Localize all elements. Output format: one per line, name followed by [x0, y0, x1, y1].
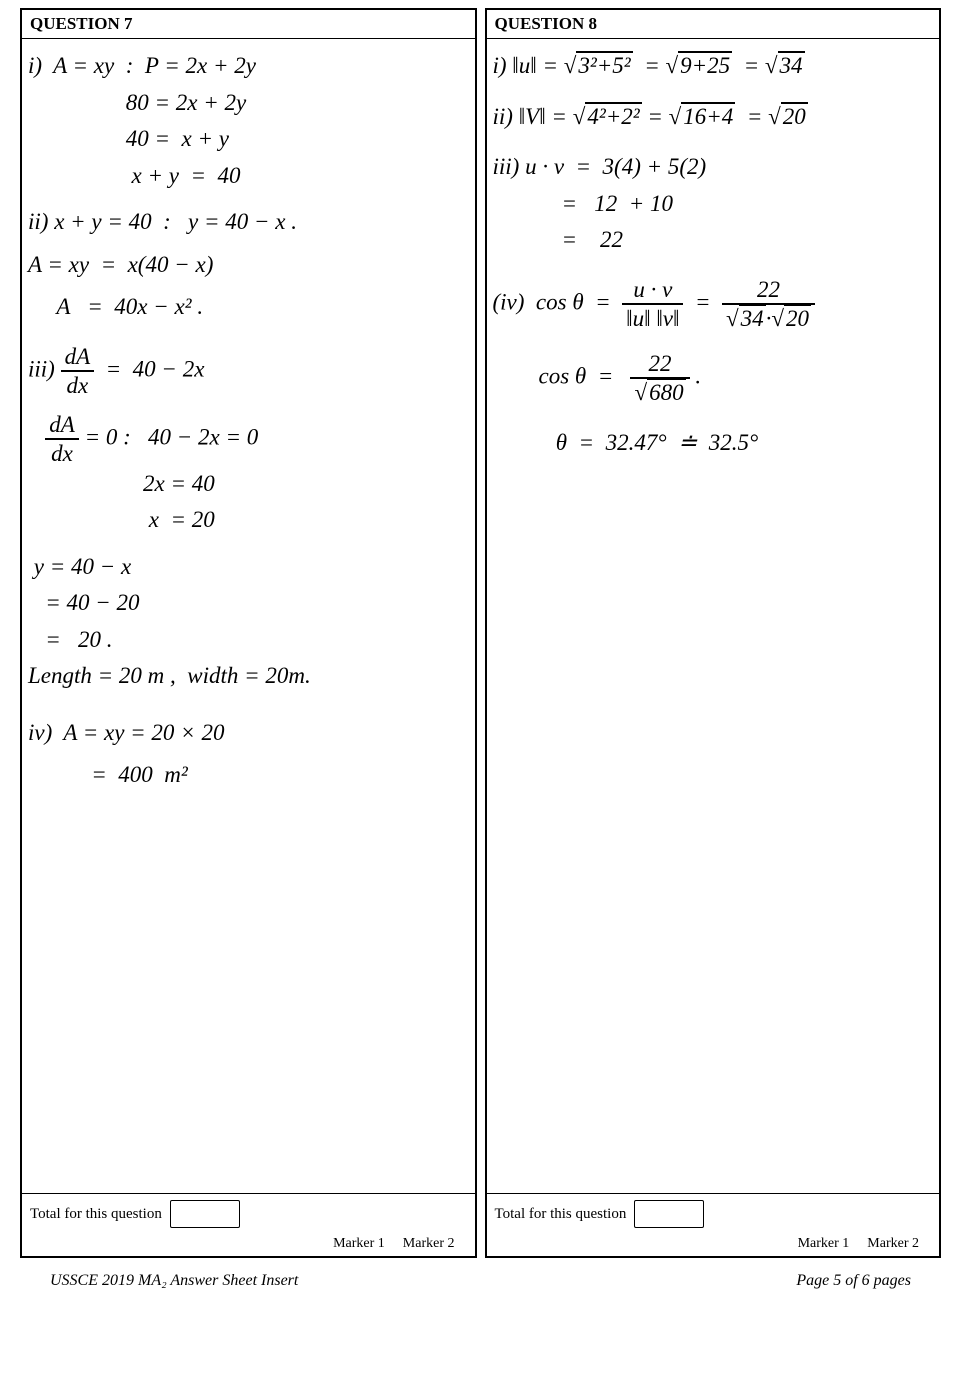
q8-text: ii) ‖V‖ =	[493, 104, 573, 129]
q7-line: A = xy = x(40 − x)	[28, 248, 469, 283]
q7-footer: Total for this question Marker 1 Marker …	[22, 1193, 475, 1256]
page-footer: USSCE 2019 MA₂ Answer Sheet Insert Page …	[20, 1258, 941, 1290]
q7-line: = 20 .	[28, 623, 469, 658]
q8-footer: Total for this question Marker 1 Marker …	[487, 1193, 940, 1256]
q7-line: ii) x + y = 40 : y = 40 − x .	[28, 205, 469, 240]
q7-line: 40 = x + y	[28, 122, 469, 157]
marker1-label: Marker 1	[333, 1236, 385, 1252]
marker-row: Marker 1 Marker 2	[30, 1236, 467, 1252]
q8-text: =	[642, 104, 669, 129]
q7-header: QUESTION 7	[22, 10, 475, 39]
marker-row: Marker 1 Marker 2	[495, 1236, 932, 1252]
q8-line: (iv) cos θ = u · v‖u‖ ‖v‖ = 22√34·√20	[493, 278, 934, 330]
column-q7: QUESTION 7 i) A = xy : P = 2x + 2y 80 = …	[20, 8, 477, 1258]
footer-right: Page 5 of 6 pages	[796, 1272, 911, 1290]
q8-text: =	[683, 289, 722, 314]
q8-line: ii) ‖V‖ = √4²+2² = √16+4 = √20	[493, 100, 934, 135]
frac-den: dx	[61, 372, 95, 397]
q8-line: = 22	[493, 223, 934, 258]
total-row: Total for this question	[30, 1200, 467, 1228]
frac-den: √680	[630, 379, 689, 404]
q7-line: 80 = 2x + 2y	[28, 86, 469, 121]
q7-line: = 40 − 20	[28, 586, 469, 621]
column-q8: QUESTION 8 i) ‖u‖ = √3²+5² = √9+25 = √34…	[485, 8, 942, 1258]
marker2-label: Marker 2	[403, 1236, 455, 1252]
q7-text: = 40 − 2x	[94, 356, 204, 381]
q8-text: =	[633, 53, 666, 78]
q8-text: =	[735, 104, 768, 129]
q8-text: cos θ =	[493, 363, 631, 388]
q7-line: y = 40 − x	[28, 550, 469, 585]
q8-line: = 12 + 10	[493, 187, 934, 222]
score-box[interactable]	[170, 1200, 240, 1228]
total-label: Total for this question	[495, 1206, 627, 1223]
frac-den: √34·√20	[722, 305, 815, 330]
q8-line: i) ‖u‖ = √3²+5² = √9+25 = √34	[493, 49, 934, 84]
page: QUESTION 7 i) A = xy : P = 2x + 2y 80 = …	[0, 0, 961, 1310]
q7-line: Length = 20 m , width = 20m.	[28, 659, 469, 694]
q8-text: =	[732, 53, 765, 78]
sqrt-arg: 3²+5²	[576, 51, 632, 78]
sqrt-arg: 680	[647, 378, 686, 405]
frac-num: dA	[61, 345, 95, 372]
frac-den: dx	[45, 440, 79, 465]
sqrt-arg: 4²+2²	[585, 102, 641, 129]
q7-line: dAdx = 0 : 40 − 2x = 0	[28, 413, 469, 465]
sqrt-arg: 20	[781, 102, 808, 129]
frac-num: 22	[630, 352, 689, 379]
q7-line: x + y = 40	[28, 159, 469, 194]
sqrt-arg: 34	[778, 51, 805, 78]
columns-container: QUESTION 7 i) A = xy : P = 2x + 2y 80 = …	[20, 8, 941, 1258]
marker2-label: Marker 2	[867, 1236, 919, 1252]
frac-num: u · v	[622, 278, 683, 305]
q7-line: iii) dAdx = 40 − 2x	[28, 345, 469, 397]
q7-line: 2x = 40	[28, 467, 469, 502]
sqrt-arg: 9+25	[678, 51, 732, 78]
q8-header: QUESTION 8	[487, 10, 940, 39]
sqrt-arg: 34	[739, 304, 766, 331]
frac-den: ‖u‖ ‖v‖	[622, 305, 683, 330]
q8-line: iii) u · v = 3(4) + 5(2)	[493, 150, 934, 185]
q8-line: cos θ = 22√680 .	[493, 352, 934, 404]
footer-left: USSCE 2019 MA₂ Answer Sheet Insert	[50, 1272, 298, 1290]
q7-line: iv) A = xy = 20 × 20	[28, 716, 469, 751]
q8-text: i) ‖u‖ =	[493, 53, 564, 78]
q8-work-area: i) ‖u‖ = √3²+5² = √9+25 = √34 ii) ‖V‖ = …	[487, 39, 940, 1193]
sqrt-arg: 20	[784, 304, 811, 331]
marker1-label: Marker 1	[798, 1236, 850, 1252]
total-label: Total for this question	[30, 1206, 162, 1223]
q7-line: i) A = xy : P = 2x + 2y	[28, 49, 469, 84]
q7-work-area: i) A = xy : P = 2x + 2y 80 = 2x + 2y 40 …	[22, 39, 475, 1193]
q7-line: A = 40x − x² .	[28, 290, 469, 325]
score-box[interactable]	[634, 1200, 704, 1228]
sqrt-arg: 16+4	[681, 102, 735, 129]
q7-line: = 400 m²	[28, 758, 469, 793]
frac-num: 22	[722, 278, 815, 305]
total-row: Total for this question	[495, 1200, 932, 1228]
frac-num: dA	[45, 413, 79, 440]
q7-text: = 0 : 40 − 2x = 0	[79, 424, 258, 449]
q7-line: x = 20	[28, 503, 469, 538]
q8-line: θ = 32.47° ≐ 32.5°	[493, 426, 934, 461]
q8-text: (iv) cos θ =	[493, 289, 623, 314]
